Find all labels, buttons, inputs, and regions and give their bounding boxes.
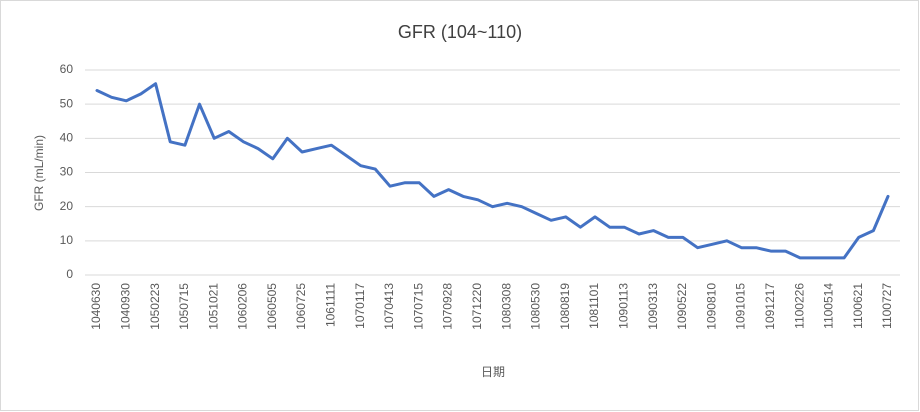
- x-tick-label: 1040930: [118, 283, 132, 330]
- x-tick-label: 1091015: [734, 283, 748, 330]
- x-tick-label: 1050715: [177, 283, 191, 330]
- x-tick-label: 1060505: [265, 283, 279, 330]
- x-tick-label: 1090313: [646, 283, 660, 330]
- x-axis-title: 日期: [481, 365, 505, 379]
- x-tick-label: 1100514: [822, 283, 836, 329]
- x-tick-label: 1070413: [382, 283, 396, 330]
- x-tick-label: 1061111: [324, 283, 338, 327]
- x-tick-label: 1040630: [89, 283, 103, 330]
- x-tick-label: 1090810: [704, 283, 718, 330]
- x-tick-label: 1100621: [851, 283, 865, 329]
- x-tick-label: 1081101: [587, 283, 601, 329]
- x-tick-label: 1100727: [880, 283, 894, 329]
- x-tick-label: 1080819: [558, 283, 572, 330]
- x-tick-label: 1060206: [236, 283, 250, 330]
- y-tick-label: 10: [60, 233, 74, 247]
- y-axis-title: GFR (mL/min): [32, 135, 46, 211]
- x-tick-label: 1100226: [792, 283, 806, 329]
- x-tick-label: 1080530: [529, 283, 543, 330]
- data-line: [95, 82, 890, 260]
- x-tick-label: 1070928: [441, 283, 455, 330]
- y-tick-label: 50: [60, 96, 74, 110]
- y-tick-label: 20: [60, 199, 74, 213]
- x-tick-label: 1070117: [353, 283, 367, 329]
- y-tick-label: 40: [60, 131, 74, 145]
- x-tick-label: 1091217: [763, 283, 777, 330]
- x-tick-label: 1090522: [675, 283, 689, 330]
- chart-title: GFR (104~110): [398, 22, 522, 42]
- x-tick-label: 1080308: [499, 283, 513, 330]
- y-tick-label: 30: [60, 165, 74, 179]
- x-tick-label: 1070715: [411, 283, 425, 330]
- x-tick-label: 1060725: [294, 283, 308, 330]
- x-tick-label: 1050223: [148, 283, 162, 330]
- x-tick-label: 1051021: [206, 283, 220, 330]
- y-tick-label: 60: [60, 62, 74, 76]
- y-tick-label: 0: [66, 267, 73, 281]
- x-tick-label: 1090113: [617, 283, 631, 329]
- x-tick-label: 1071220: [470, 283, 484, 330]
